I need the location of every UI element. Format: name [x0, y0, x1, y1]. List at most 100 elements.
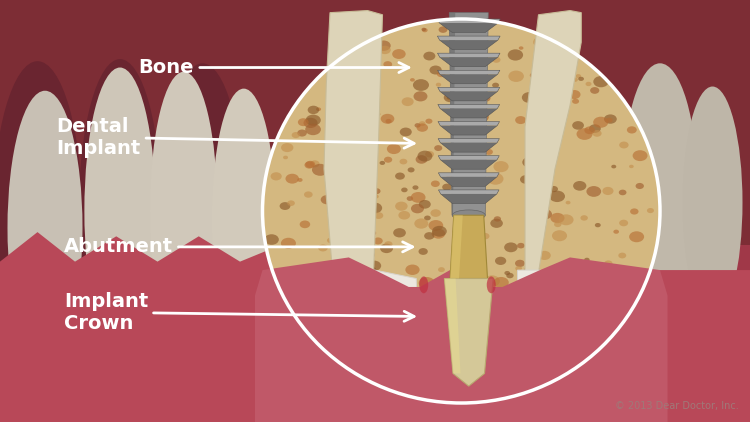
- Ellipse shape: [452, 230, 458, 233]
- Ellipse shape: [384, 241, 392, 247]
- Ellipse shape: [487, 276, 496, 293]
- Ellipse shape: [342, 149, 356, 159]
- Ellipse shape: [452, 138, 468, 149]
- Ellipse shape: [338, 211, 348, 219]
- Ellipse shape: [490, 219, 503, 228]
- Ellipse shape: [550, 60, 560, 66]
- Ellipse shape: [611, 165, 616, 168]
- Ellipse shape: [345, 140, 352, 144]
- Ellipse shape: [292, 132, 300, 138]
- Text: Abutment: Abutment: [64, 237, 412, 257]
- Ellipse shape: [436, 286, 452, 298]
- Ellipse shape: [559, 214, 574, 225]
- Ellipse shape: [327, 238, 334, 243]
- Ellipse shape: [316, 107, 321, 111]
- Ellipse shape: [413, 79, 429, 91]
- Ellipse shape: [366, 90, 378, 99]
- Ellipse shape: [647, 208, 654, 213]
- Ellipse shape: [410, 78, 415, 81]
- Polygon shape: [449, 13, 455, 215]
- Ellipse shape: [380, 161, 386, 165]
- Ellipse shape: [586, 82, 592, 86]
- Ellipse shape: [540, 188, 550, 195]
- Ellipse shape: [424, 216, 430, 220]
- Ellipse shape: [407, 168, 415, 173]
- Ellipse shape: [281, 143, 293, 152]
- Polygon shape: [438, 105, 500, 108]
- Polygon shape: [438, 138, 500, 143]
- Ellipse shape: [596, 327, 612, 339]
- Ellipse shape: [508, 49, 523, 61]
- Ellipse shape: [542, 130, 549, 135]
- Ellipse shape: [383, 61, 392, 68]
- Ellipse shape: [580, 304, 585, 308]
- Ellipse shape: [469, 327, 477, 333]
- Ellipse shape: [304, 162, 314, 169]
- Ellipse shape: [519, 46, 524, 50]
- Ellipse shape: [462, 187, 475, 196]
- Ellipse shape: [421, 363, 435, 374]
- Ellipse shape: [620, 141, 628, 149]
- Ellipse shape: [554, 301, 563, 308]
- Ellipse shape: [566, 201, 571, 204]
- Ellipse shape: [625, 283, 638, 293]
- Ellipse shape: [372, 282, 383, 290]
- Polygon shape: [440, 23, 498, 32]
- Polygon shape: [518, 270, 570, 414]
- Ellipse shape: [406, 292, 412, 296]
- Ellipse shape: [370, 231, 376, 235]
- Ellipse shape: [515, 266, 522, 271]
- Ellipse shape: [305, 115, 321, 126]
- Ellipse shape: [344, 141, 356, 150]
- Ellipse shape: [522, 360, 535, 370]
- Ellipse shape: [592, 130, 602, 137]
- Ellipse shape: [428, 220, 443, 231]
- Ellipse shape: [431, 181, 439, 187]
- Ellipse shape: [364, 109, 379, 120]
- Ellipse shape: [295, 306, 310, 317]
- Ellipse shape: [517, 243, 525, 249]
- Ellipse shape: [552, 230, 567, 241]
- Ellipse shape: [300, 220, 310, 228]
- Polygon shape: [437, 36, 500, 40]
- Ellipse shape: [405, 265, 419, 275]
- Ellipse shape: [431, 229, 445, 239]
- Ellipse shape: [530, 73, 538, 78]
- Ellipse shape: [448, 366, 458, 373]
- Ellipse shape: [568, 360, 573, 363]
- Ellipse shape: [475, 266, 482, 272]
- Ellipse shape: [629, 165, 634, 168]
- Ellipse shape: [405, 334, 412, 339]
- Ellipse shape: [326, 112, 342, 124]
- Ellipse shape: [395, 202, 407, 211]
- Ellipse shape: [340, 229, 352, 238]
- Ellipse shape: [466, 379, 472, 384]
- Polygon shape: [440, 177, 497, 186]
- Polygon shape: [351, 270, 420, 414]
- Polygon shape: [440, 108, 497, 118]
- Ellipse shape: [618, 253, 626, 258]
- Ellipse shape: [79, 59, 161, 363]
- Ellipse shape: [410, 367, 424, 378]
- Ellipse shape: [479, 334, 488, 341]
- Ellipse shape: [305, 124, 321, 135]
- Polygon shape: [525, 11, 581, 287]
- Polygon shape: [444, 279, 494, 386]
- Polygon shape: [440, 92, 497, 101]
- Ellipse shape: [352, 267, 369, 278]
- Ellipse shape: [459, 163, 465, 168]
- Ellipse shape: [438, 267, 445, 272]
- Ellipse shape: [446, 175, 457, 183]
- Ellipse shape: [432, 226, 447, 237]
- Polygon shape: [255, 257, 668, 422]
- Ellipse shape: [387, 144, 401, 154]
- Ellipse shape: [297, 130, 307, 137]
- Polygon shape: [438, 122, 500, 126]
- Ellipse shape: [432, 282, 442, 289]
- Ellipse shape: [514, 300, 521, 306]
- Ellipse shape: [488, 173, 503, 185]
- Ellipse shape: [413, 91, 428, 101]
- Ellipse shape: [310, 160, 320, 168]
- Polygon shape: [444, 279, 460, 373]
- Ellipse shape: [374, 195, 379, 198]
